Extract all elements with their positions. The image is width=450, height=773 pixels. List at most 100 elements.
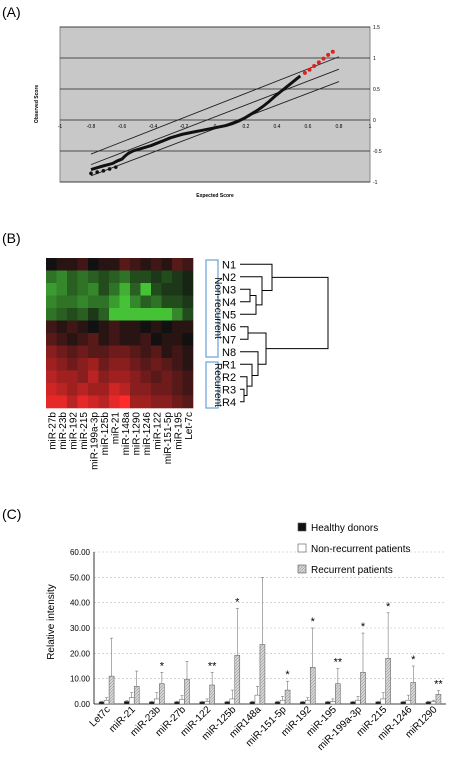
heatmap-cell	[67, 308, 78, 321]
qq-x-tick: -0.6	[118, 124, 127, 130]
heatmap-cell	[88, 283, 99, 296]
heatmap-cell	[46, 320, 57, 334]
heatmap-cell	[46, 308, 57, 321]
heatmap-cell	[56, 358, 68, 371]
heatmap-cell	[77, 320, 89, 334]
heatmap-cell	[46, 283, 57, 296]
heatmap-cell	[46, 395, 57, 409]
bar	[360, 672, 366, 705]
heatmap-cell	[140, 308, 152, 321]
heatmap-cell	[88, 295, 99, 309]
heatmap-cell	[98, 370, 110, 384]
heatmap-cell	[67, 258, 78, 271]
bar	[103, 699, 110, 705]
bar	[330, 701, 336, 705]
heatmap-cell	[119, 258, 131, 271]
heatmap-cell	[109, 395, 120, 409]
bar	[435, 694, 442, 705]
heatmap-cell	[109, 320, 120, 334]
heatmap-cell	[56, 258, 68, 271]
heatmap-cell	[151, 258, 162, 271]
heatmap-cell	[109, 333, 120, 346]
heatmap-cell	[151, 320, 162, 334]
heatmap-cell	[161, 345, 173, 359]
heatmap-cell	[130, 383, 141, 396]
heatmap-column-label: miR-21	[110, 412, 121, 445]
legend-swatch	[297, 522, 307, 532]
bar	[410, 682, 417, 705]
qq-plot-area	[59, 26, 371, 183]
dendrogram-branch	[240, 288, 251, 303]
bar	[224, 701, 231, 705]
bar	[174, 701, 180, 705]
bar	[108, 675, 115, 705]
heatmap-cell	[67, 270, 78, 284]
qq-point	[89, 171, 93, 176]
heatmap-cell	[130, 270, 141, 284]
heatmap-cell	[109, 370, 120, 384]
heatmap-cell	[172, 345, 183, 359]
heatmap-cell	[140, 258, 152, 271]
heatmap-cell	[67, 395, 78, 409]
heatmap-cell	[98, 383, 110, 396]
heatmap-column-label: miR-215	[79, 412, 90, 450]
recurrent-group-box	[205, 361, 219, 409]
heatmap-row-label: N2	[222, 272, 236, 284]
qq-x-tick: 0.8	[336, 124, 343, 130]
bar-y-tick: 10.00	[70, 675, 91, 684]
heatmap-cell	[182, 308, 194, 321]
heatmap-cell	[130, 333, 141, 346]
qq-point	[101, 169, 106, 173]
qq-x-tick: -0.4	[149, 124, 158, 130]
qq-y-tick: -1	[373, 180, 378, 186]
heatmap-cell	[77, 345, 89, 359]
heatmap-cell	[182, 320, 194, 334]
heatmap-cell	[98, 358, 110, 371]
heatmap-column-label: miR-27b	[47, 412, 58, 450]
bar	[425, 701, 432, 705]
heatmap-cell	[88, 395, 99, 409]
heatmap-row-label: N4	[222, 297, 236, 309]
heatmap-cell	[98, 333, 110, 346]
heatmap-cell	[161, 383, 173, 396]
bar	[128, 697, 135, 705]
bar	[199, 701, 205, 705]
heatmap-cell	[130, 345, 141, 359]
heatmap-cell	[56, 295, 68, 309]
heatmap-cell	[140, 345, 152, 359]
heatmap-cell	[119, 320, 131, 334]
bar	[159, 683, 165, 705]
bar	[259, 644, 266, 705]
bar	[304, 699, 311, 705]
heatmap-cell	[56, 395, 68, 409]
heatmap-cell	[119, 383, 131, 396]
heatmap-cell	[46, 345, 57, 359]
heatmap-cell	[172, 370, 183, 384]
bar	[405, 699, 412, 705]
heatmap-cell	[56, 383, 68, 396]
heatmap-row-label: N6	[222, 322, 236, 334]
qq-reference-line	[90, 68, 340, 166]
heatmap-cell	[67, 283, 78, 296]
legend-swatch	[297, 543, 307, 553]
heatmap-cell	[182, 370, 194, 384]
bar-y-tick: 60.00	[70, 548, 91, 557]
heatmap-cell	[46, 295, 57, 309]
heatmap-cell	[140, 295, 152, 309]
heatmap-column-label: miR-148a	[121, 412, 132, 456]
bar-y-tick: 50.00	[70, 573, 91, 582]
bar	[274, 701, 281, 705]
heatmap-row-label: N8	[222, 347, 236, 359]
heatmap-cell	[161, 320, 173, 334]
bar	[204, 701, 210, 705]
qq-x-tick: -0.8	[87, 124, 96, 130]
heatmap-column-label: miR-199a-3p	[89, 412, 100, 470]
heatmap-row-label: N5	[222, 309, 236, 321]
heatmap-row-label: R3	[222, 384, 236, 396]
bar	[400, 701, 407, 705]
heatmap-cell	[151, 345, 162, 359]
heatmap-cell	[130, 283, 141, 296]
heatmap-cell	[109, 258, 120, 271]
qq-reference-line	[90, 56, 340, 155]
heatmap-cell	[161, 258, 173, 271]
